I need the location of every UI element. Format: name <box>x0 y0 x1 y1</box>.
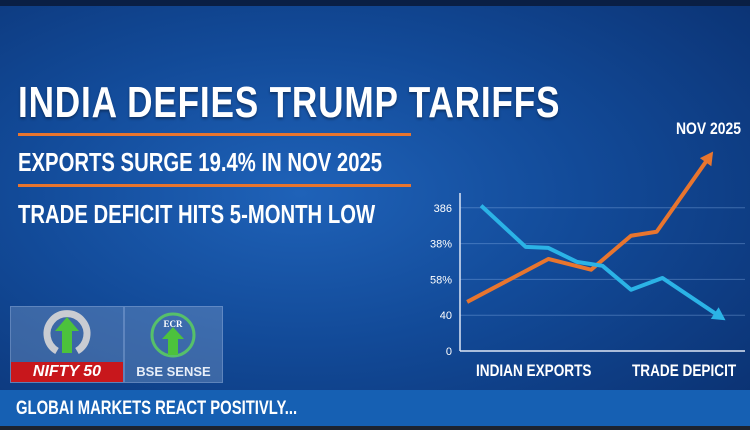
bottom-bar <box>0 426 750 430</box>
bse-sensex-tile: ECR BSE SENSE <box>124 306 223 383</box>
chart-annotation: NOV 2025 <box>676 120 741 139</box>
nifty-label: NIFTY 50 <box>11 362 123 382</box>
y-tick-label: 0 <box>446 346 452 358</box>
nifty-up-arrow-icon <box>43 310 91 355</box>
bse-label: BSE SENSE <box>136 364 211 379</box>
ticker-text: GLOBAI MARKETS REACT POSITIVLY... <box>16 398 298 419</box>
top-bar <box>0 0 750 6</box>
y-tick-label: 40 <box>440 310 452 322</box>
headline-title: INDIA DEFIES TRUMP TARIFFS <box>18 78 561 127</box>
y-tick-label: 58% <box>430 274 452 286</box>
bse-up-arrow-icon: ECR <box>150 312 196 358</box>
nifty-50-tile: NIFTY 50 <box>10 306 124 383</box>
x-label-trade-deficit: TRADE DEPICIT <box>632 362 737 381</box>
series-line-trade-deficit <box>479 204 724 320</box>
y-tick-label: 386 <box>434 203 452 215</box>
x-label-indian-exports: INDIAN EXPORTS <box>476 362 591 381</box>
series-line-indian-exports <box>466 153 713 304</box>
headline-subtitle-deficit: TRADE DEFICIT HITS 5-MONTH LOW <box>18 199 376 229</box>
arrowhead-icon <box>710 307 726 321</box>
divider <box>18 184 411 187</box>
line-chart: 0 40 58% 38% 386 NOV 2025 INDIAN EXPORTS TRADE … <box>430 120 745 381</box>
headline-subtitle-exports: EXPORTS SURGE 19.4% IN NOV 2025 <box>18 147 383 177</box>
divider <box>18 133 411 136</box>
y-tick-label: 38% <box>430 239 452 251</box>
bse-logo-text: ECR <box>163 319 183 329</box>
arrowhead-icon <box>699 151 714 167</box>
news-ticker: GLOBAI MARKETS REACT POSITIVLY... <box>0 390 750 426</box>
